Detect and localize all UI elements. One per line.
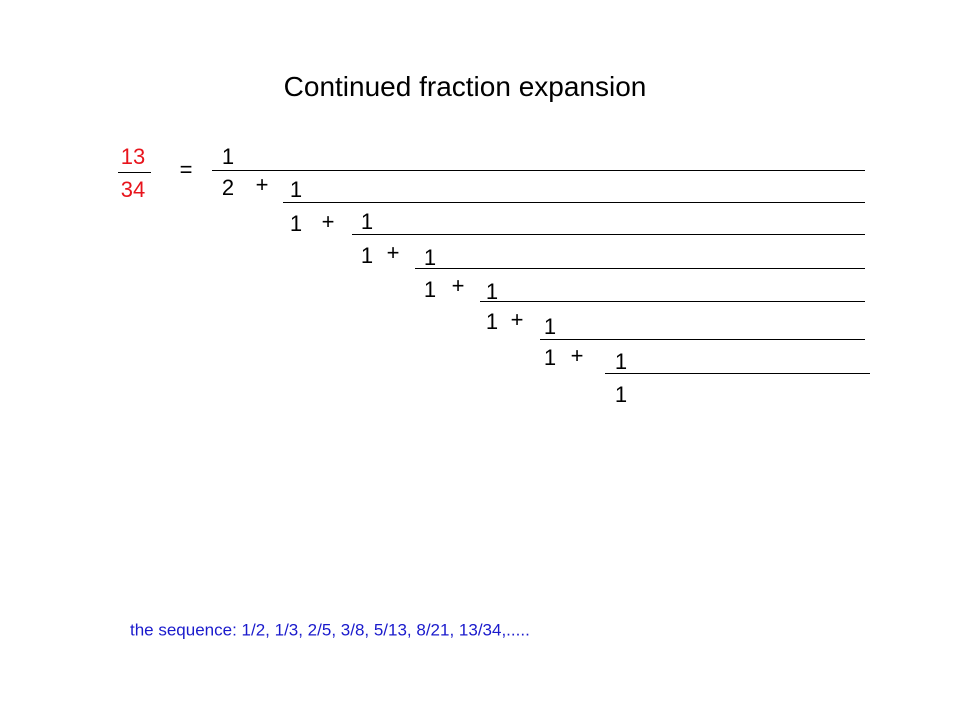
denominator: 1 xyxy=(485,309,499,334)
plus-sign: + xyxy=(386,240,400,265)
numerator: 1 xyxy=(485,279,499,304)
fraction-bar xyxy=(605,373,870,374)
numerator: 1 xyxy=(614,349,628,374)
plus-sign: + xyxy=(321,209,335,234)
lhs-bar xyxy=(118,172,151,173)
fraction-bar xyxy=(212,170,865,171)
numerator: 1 xyxy=(423,245,437,270)
numerator: 1 xyxy=(221,144,235,169)
numerator: 1 xyxy=(360,209,374,234)
fraction-bar xyxy=(283,202,865,203)
fraction-bar xyxy=(540,339,865,340)
fraction-bar xyxy=(415,268,865,269)
footer: the sequence: 1/2, 1/3, 2/5, 3/8, 5/13, … xyxy=(130,620,530,640)
numerator: 1 xyxy=(543,314,557,339)
plus-sign: + xyxy=(255,172,269,197)
plus-sign: + xyxy=(570,343,584,368)
title: Continued fraction expansion xyxy=(283,71,647,102)
denominator: 1 xyxy=(289,211,303,236)
lhs-numerator: 13 xyxy=(120,144,146,169)
denominator: 1 xyxy=(543,345,557,370)
denominator: 1 xyxy=(614,382,628,407)
plus-sign: + xyxy=(510,307,524,332)
numerator: 1 xyxy=(289,177,303,202)
denominator: 1 xyxy=(360,243,374,268)
equals-sign: = xyxy=(179,157,193,182)
plus-sign: + xyxy=(451,273,465,298)
denominator: 1 xyxy=(423,277,437,302)
lhs-denominator: 34 xyxy=(120,177,146,202)
fraction-bar xyxy=(352,234,865,235)
fraction-bar xyxy=(480,301,865,302)
denominator: 2 xyxy=(221,175,235,200)
